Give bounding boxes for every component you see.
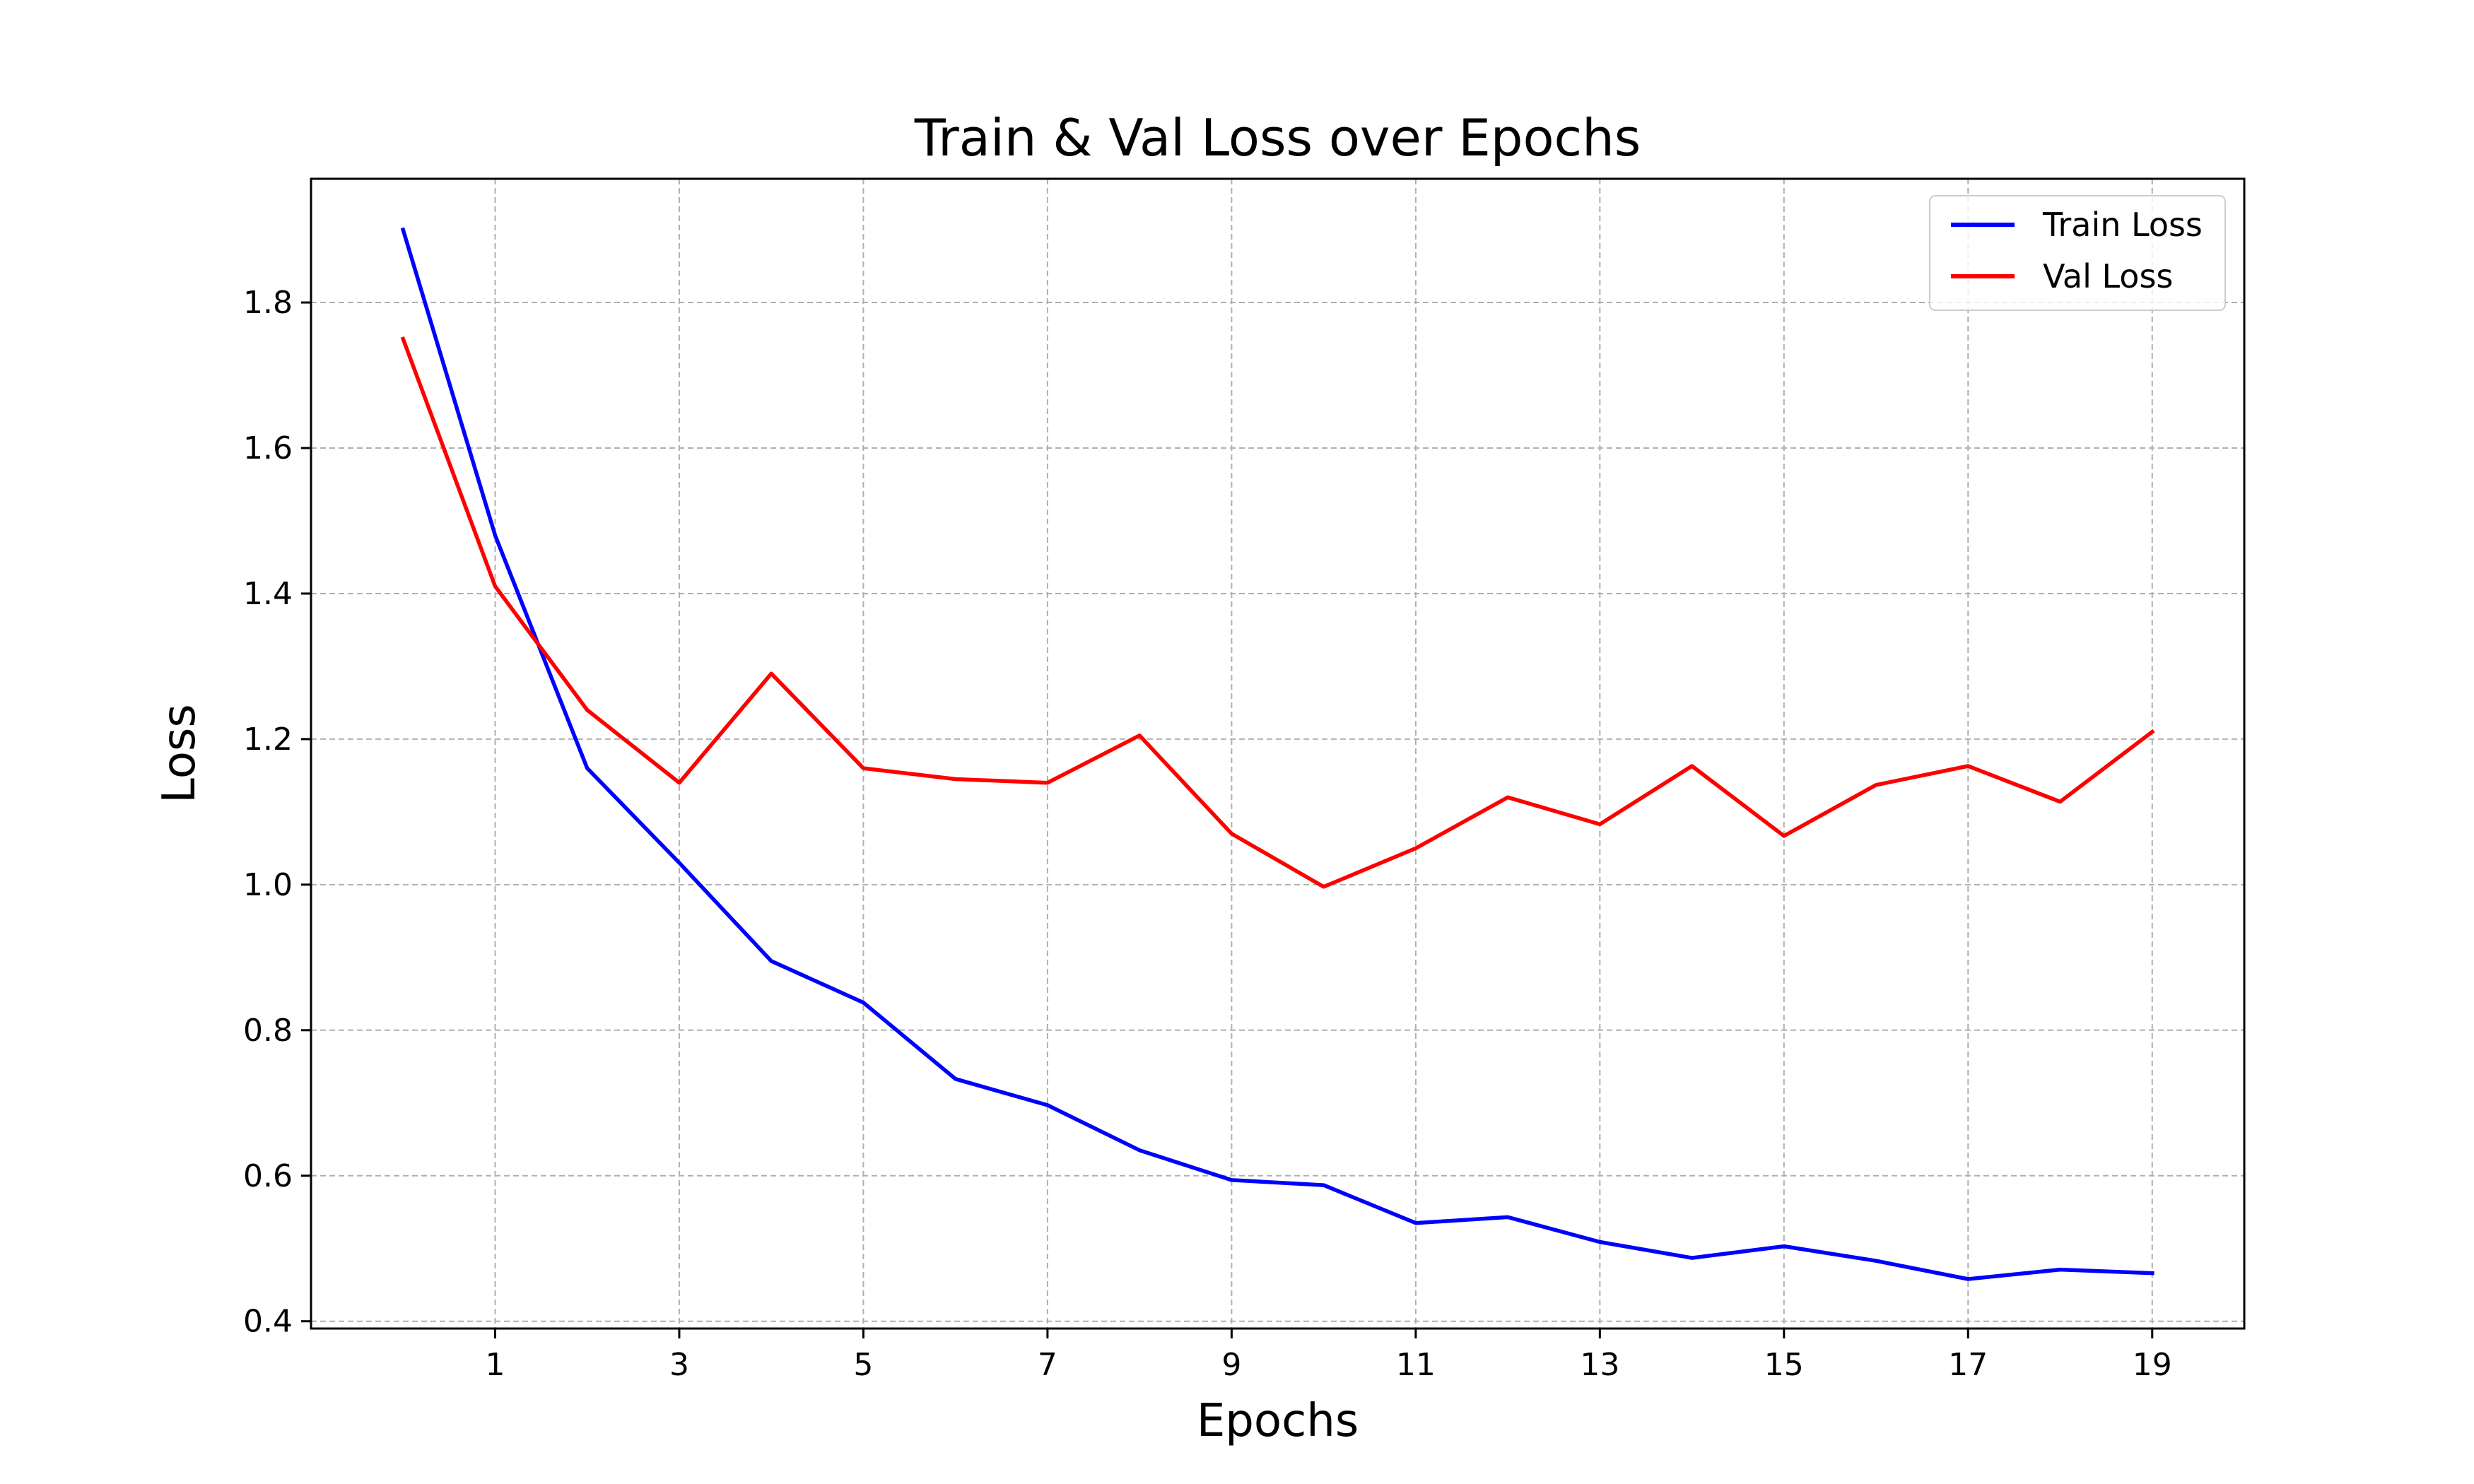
x-axis-label: Epochs <box>1197 1395 1359 1447</box>
y-tick-label: 1.8 <box>243 285 293 321</box>
y-tick-label: 0.8 <box>243 1013 293 1049</box>
y-tick-label: 0.4 <box>243 1304 293 1340</box>
x-tick-label: 13 <box>1580 1347 1619 1383</box>
x-tick-label: 11 <box>1396 1347 1436 1383</box>
x-tick-label: 1 <box>485 1347 505 1383</box>
legend: Train Loss Val Loss <box>1929 195 2226 311</box>
legend-label-train-loss: Train Loss <box>2042 206 2203 244</box>
chart-title: Train & Val Loss over Epochs <box>914 108 1641 167</box>
x-tick-label: 5 <box>853 1347 873 1383</box>
y-tick-label: 1.2 <box>243 722 293 758</box>
x-tick-label: 15 <box>1764 1347 1804 1383</box>
x-tick-label: 3 <box>669 1347 689 1383</box>
axis-ticks: 1 3 5 7 9 11 13 15 17 190.40.60.81.01.21.41.61.8 <box>243 285 2172 1383</box>
y-tick-label: 1.0 <box>243 867 293 903</box>
series-line-train-loss <box>400 227 2155 1281</box>
x-tick-label: 17 <box>1948 1347 1988 1383</box>
x-tick-label: 19 <box>2133 1347 2172 1383</box>
series-lines <box>400 227 2155 1281</box>
legend-label-val-loss: Val Loss <box>2043 257 2173 295</box>
y-tick-label: 0.6 <box>243 1158 293 1194</box>
plot-area-frame <box>310 177 2246 1330</box>
y-tick-label: 1.6 <box>243 430 293 466</box>
series-line-val-loss <box>400 336 2155 889</box>
x-tick-label: 9 <box>1221 1347 1241 1383</box>
x-tick-label: 7 <box>1038 1347 1057 1383</box>
y-tick-label: 1.4 <box>243 576 293 612</box>
grid-lines <box>311 179 2244 1329</box>
y-axis-label: Loss <box>153 704 206 803</box>
